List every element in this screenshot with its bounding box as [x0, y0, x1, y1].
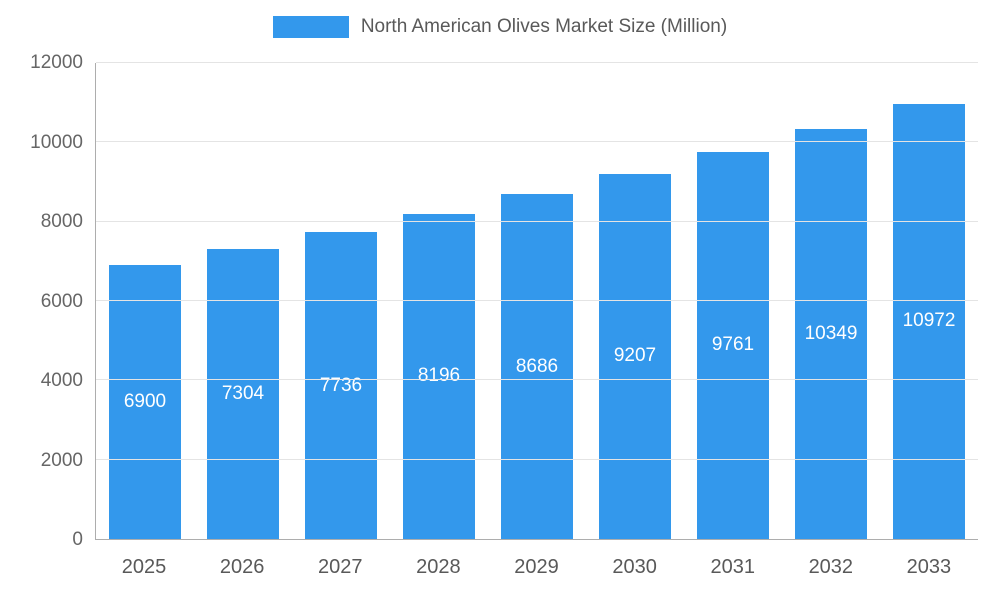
bar-2033: 10972	[892, 103, 966, 539]
gridline	[96, 458, 978, 460]
y-tick-label: 6000	[40, 290, 83, 312]
y-tick-label: 8000	[40, 211, 83, 233]
x-tick-label: 2033	[906, 556, 952, 578]
bar-value-label: 9761	[711, 334, 755, 356]
bar-2031: 9761	[696, 151, 770, 539]
gridline	[96, 379, 978, 381]
x-tick-label: 2028	[416, 556, 461, 578]
x-tick-label: 2026	[219, 556, 265, 578]
bar-2029: 8686	[500, 194, 574, 539]
bar-value-label: 7304	[221, 383, 265, 405]
y-tick-label: 0	[72, 529, 83, 550]
x-tick-label: 2031	[710, 556, 755, 578]
legend-swatch	[272, 16, 349, 38]
bar-slot: 9761	[684, 63, 782, 539]
x-tick-label: 2030	[612, 556, 657, 578]
bar-value-label: 7736	[319, 374, 363, 396]
bar-2028: 8196	[402, 213, 476, 539]
chart-title: North American Olives Market Size (Milli…	[360, 16, 728, 37]
bars-row: 6900 7304 7736 8196 8686 9207 9761 10349 10972	[96, 63, 978, 539]
x-axis: 2025 2026 2027 2028 2029 2030 2031 2032 2033	[95, 556, 978, 586]
x-tick-label: 2029	[514, 556, 559, 578]
bar-value-label: 8196	[417, 365, 461, 387]
bar-2032: 10349	[794, 128, 868, 539]
gridline	[96, 141, 978, 143]
bar-slot: 8686	[488, 63, 586, 539]
bar-2025: 6900	[108, 265, 182, 539]
bar-slot: 10972	[880, 63, 978, 539]
bar-value-label: 8686	[515, 355, 559, 377]
plot-area: 6900 7304 7736 8196 8686 9207 9761 10349 10972	[95, 62, 978, 540]
y-axis: 0 2000 4000 6000 8000 10000 12000	[0, 52, 83, 550]
chart-legend[interactable]: North American Olives Market Size (Milli…	[0, 16, 1000, 38]
gridline	[96, 62, 978, 63]
x-tick-label: 2025	[121, 556, 167, 578]
bar-slot: 9207	[586, 63, 684, 539]
bar-slot: 7304	[194, 63, 292, 539]
y-tick-label: 2000	[40, 449, 83, 471]
x-tick-label: 2032	[808, 556, 854, 578]
gridline	[96, 220, 978, 222]
bar-slot: 6900	[96, 63, 194, 539]
bar-2027: 7736	[304, 232, 378, 539]
bar-2026: 7304	[206, 249, 280, 539]
bar-value-label: 10972	[902, 310, 956, 332]
y-tick-label: 4000	[40, 370, 83, 392]
bar-slot: 10349	[782, 63, 880, 539]
bar-value-label: 9207	[613, 345, 657, 367]
bar-value-label: 6900	[123, 391, 167, 413]
gridline	[96, 300, 978, 301]
y-tick-label: 10000	[30, 131, 83, 153]
bar-slot: 8196	[390, 63, 488, 539]
y-tick-label: 12000	[30, 52, 83, 73]
bar-value-label: 10349	[804, 322, 858, 344]
plot-wrap: 0 2000 4000 6000 8000 10000 12000 6900 7304 7736…	[30, 52, 978, 550]
x-tick-label: 2027	[318, 556, 363, 578]
bar-slot: 7736	[292, 63, 390, 539]
bar-2030: 9207	[598, 173, 672, 539]
